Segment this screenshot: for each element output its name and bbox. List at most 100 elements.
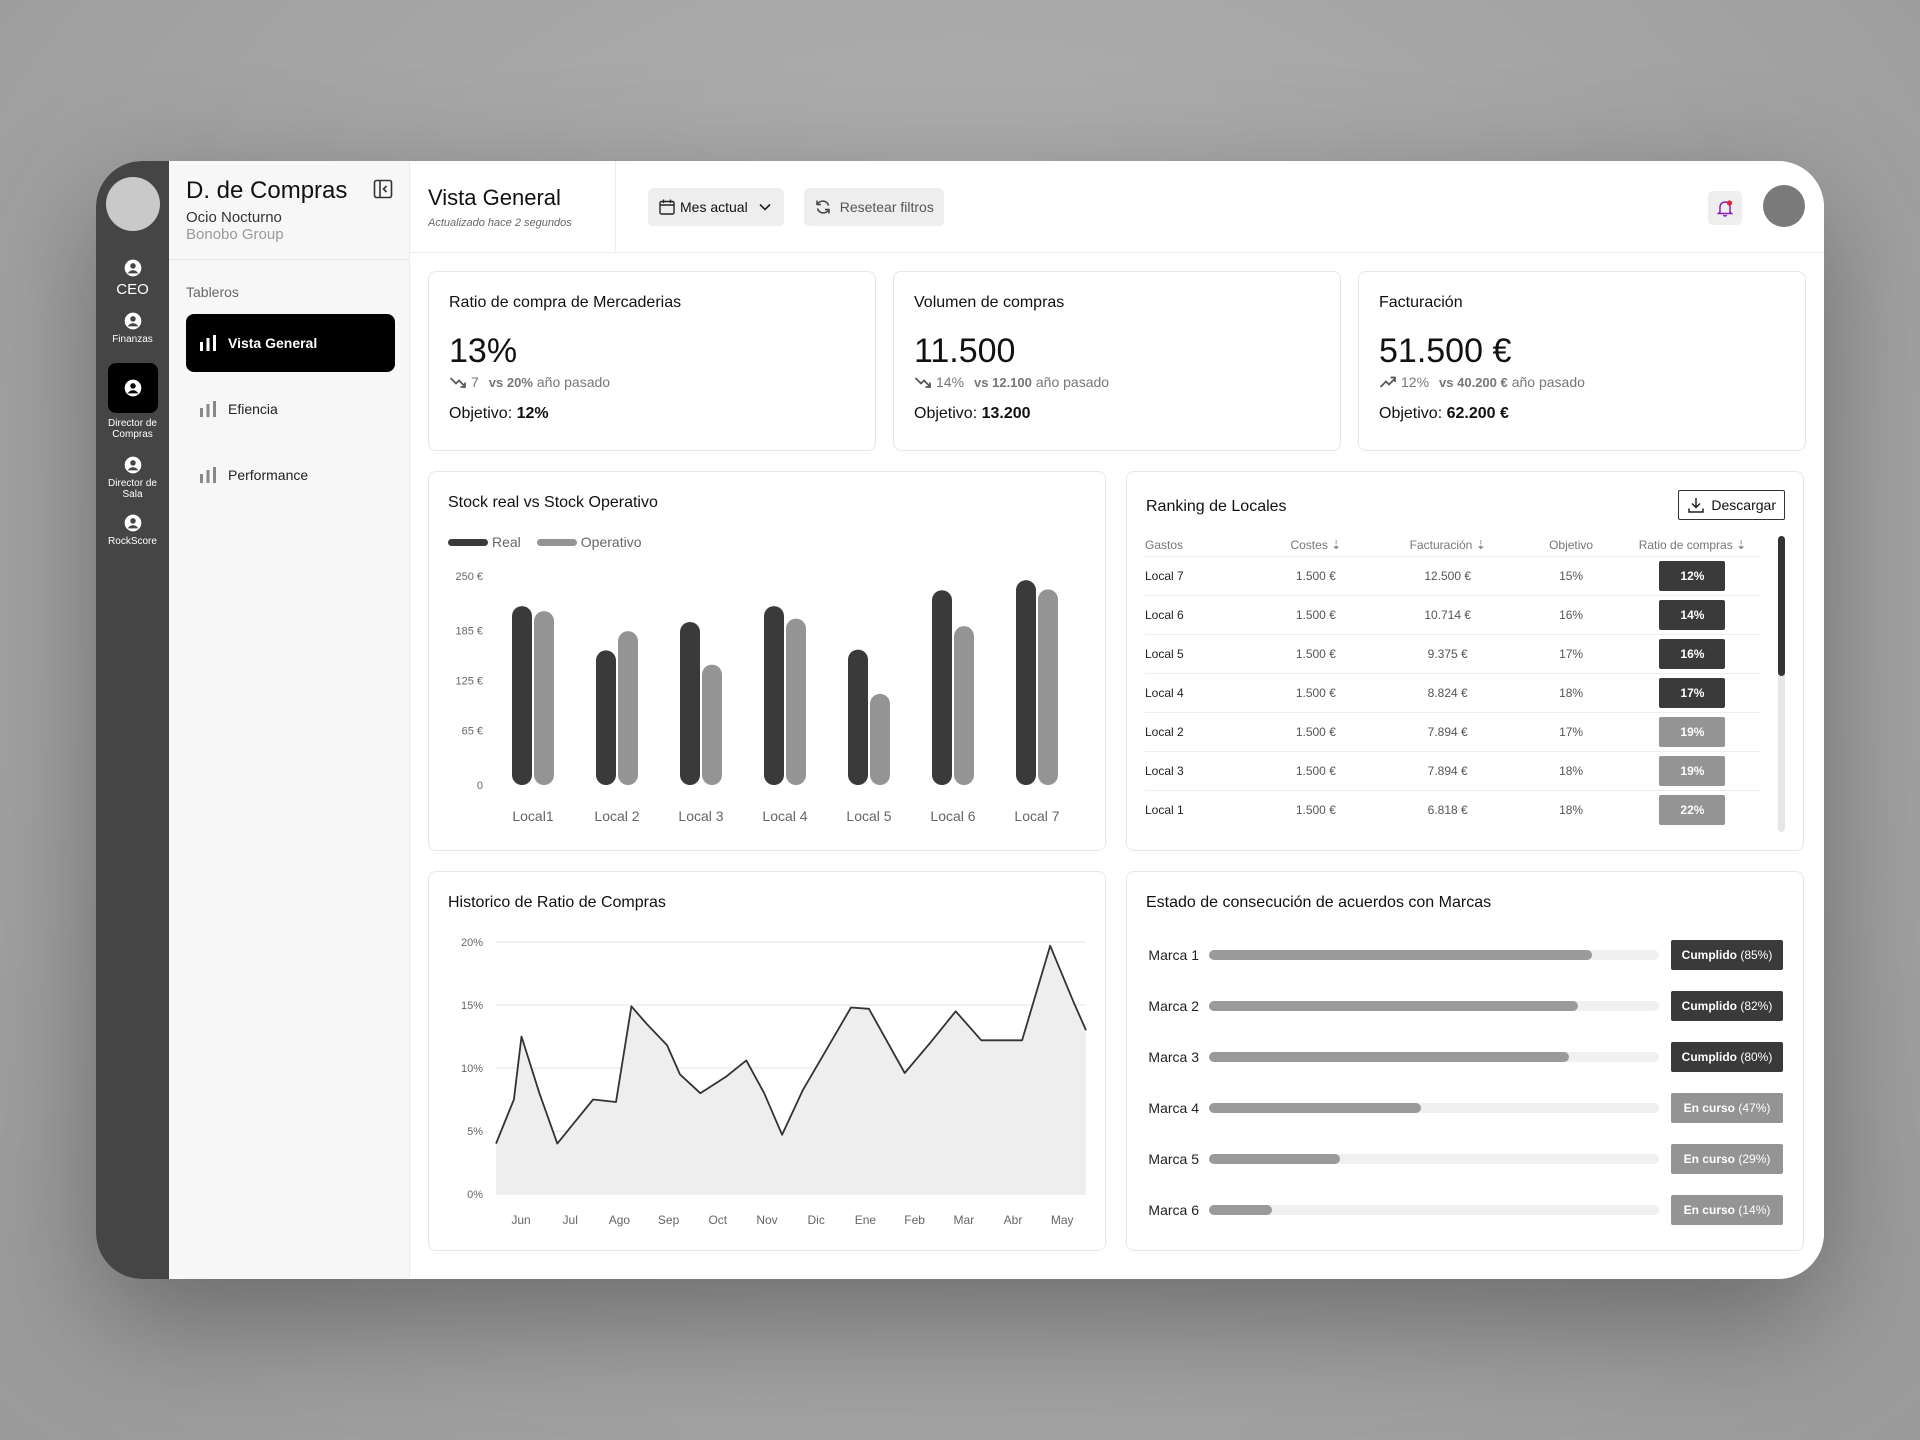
sidebar-item-efiencia[interactable]: Efiencia [186, 380, 395, 438]
user-avatar[interactable] [1763, 185, 1805, 227]
download-icon [1688, 498, 1705, 513]
table-row[interactable]: Local 6 1.500 €10.714 €16% 14% [1145, 594, 1761, 634]
rail-item-director-compras[interactable]: Director de Compras [96, 363, 169, 440]
x-tick-label: Dic [808, 1213, 825, 1227]
brand-status-badge: En curso (14%) [1671, 1195, 1783, 1225]
brand-status: Cumplido [1681, 1050, 1737, 1064]
bar-real[interactable] [680, 621, 700, 785]
bar-operativo[interactable] [702, 664, 722, 785]
role-rail: CEO Finanzas Director de Compras Directo… [96, 161, 169, 1279]
user-circle-icon [122, 454, 144, 476]
kpi-change: 14% [936, 374, 965, 390]
brand-progress-track [1209, 1001, 1659, 1011]
cell-ratio: 19% [1623, 750, 1761, 790]
bar-operativo[interactable] [618, 631, 638, 785]
brand-row: Marca 6 En curso (14%) [1147, 1195, 1783, 1225]
table-row[interactable]: Local 7 1.500 €12.500 €15% 12% [1145, 555, 1761, 595]
table-row[interactable]: Local 4 1.500 €8.824 €18% 17% [1145, 672, 1761, 712]
cell-facturacion: 10.714 € [1377, 594, 1519, 634]
rail-item-ceo[interactable]: CEO [96, 257, 169, 298]
period-select[interactable]: Mes actual [648, 187, 784, 226]
bar-operativo[interactable] [870, 693, 890, 785]
collapse-sidebar-icon[interactable] [373, 179, 393, 199]
brand-status: Cumplido [1681, 948, 1737, 962]
cell-facturacion: 7.894 € [1377, 750, 1519, 790]
sidebar-item-vista-general[interactable]: Vista General [186, 314, 395, 372]
kpi-objective: Objetivo: 13.200 [914, 405, 1320, 423]
x-tick-label: Local 6 [930, 808, 975, 824]
cell-facturacion: 7.894 € [1377, 711, 1519, 751]
x-tick-label: Jul [563, 1213, 578, 1227]
bar-real[interactable] [932, 590, 952, 785]
bar-chart-icon [200, 335, 216, 351]
company-avatar[interactable] [105, 177, 160, 231]
cell-objetivo: 18% [1518, 789, 1624, 829]
y-tick-label: 5% [467, 1126, 483, 1138]
sidebar-item-performance[interactable]: Performance [186, 446, 395, 504]
rail-item-rockscore[interactable]: RockScore [96, 512, 169, 547]
cell-costes: 1.500 € [1254, 672, 1378, 712]
table-row[interactable]: Local 3 1.500 €7.894 €18% 19% [1145, 750, 1761, 790]
brand-progress-track [1209, 1052, 1659, 1062]
sidebar-item-label: Efiencia [228, 401, 278, 417]
brand-row: Marca 3 Cumplido (80%) [1147, 1042, 1783, 1072]
rail-item-finanzas[interactable]: Finanzas [96, 310, 169, 345]
column-header-costes[interactable]: Costes ⇣ [1255, 534, 1377, 556]
sort-icon[interactable]: ⇣ [1331, 537, 1342, 552]
ranking-scrollbar[interactable] [1778, 536, 1785, 832]
x-tick-label: Jun [511, 1213, 530, 1227]
brand-name: Marca 5 [1148, 1151, 1199, 1167]
bar-operativo[interactable] [954, 626, 974, 785]
kpi-objective: Objetivo: 62.200 € [1379, 405, 1785, 423]
bar-real[interactable] [596, 650, 616, 785]
cell-ratio: 22% [1623, 789, 1761, 829]
user-circle-icon [122, 512, 144, 534]
table-row[interactable]: Local 1 1.500 €6.818 €18% 22% [1145, 789, 1761, 829]
scrollbar-thumb[interactable] [1778, 536, 1785, 676]
bar-chart-icon [200, 467, 216, 483]
brand-status: En curso [1683, 1101, 1735, 1115]
column-header-ratio[interactable]: Ratio de compras ⇣ [1624, 534, 1761, 556]
rail-item-director-sala[interactable]: Director de Sala [96, 454, 169, 500]
kpi-change: 7 [471, 374, 479, 390]
brand-progress-track [1209, 1103, 1659, 1113]
reset-filters-button[interactable]: Resetear filtros [803, 187, 944, 226]
page-title: Vista General [428, 184, 561, 210]
cell-local: Local 6 [1145, 594, 1255, 634]
x-tick-label: Abr [1004, 1213, 1023, 1227]
brand-progress-track [1209, 1154, 1659, 1164]
notifications-button[interactable] [1708, 191, 1742, 225]
brand-percent: (85%) [1740, 948, 1773, 962]
cell-ratio: 14% [1623, 594, 1761, 634]
last-updated: Actualizado hace 2 segundos [428, 216, 572, 229]
sort-icon[interactable]: ⇣ [1475, 537, 1486, 552]
column-header-gastos[interactable]: Gastos [1145, 534, 1255, 556]
kpi-card-facturacion: Facturación 51.500 € 12% vs 40.200 € año… [1358, 271, 1806, 451]
bar-real[interactable] [848, 649, 868, 785]
column-header-facturacion[interactable]: Facturación ⇣ [1377, 534, 1518, 556]
table-row[interactable]: Local 5 1.500 €9.375 €17% 16% [1145, 633, 1761, 673]
stock-chart-legend: Real Operativo [448, 534, 642, 550]
bar-real[interactable] [764, 606, 784, 785]
y-tick-label: 20% [461, 937, 483, 949]
cell-costes: 1.500 € [1254, 750, 1378, 790]
cell-objetivo: 17% [1518, 711, 1624, 751]
bar-operativo[interactable] [786, 618, 806, 785]
bar-operativo[interactable] [1038, 589, 1058, 785]
column-header-objetivo[interactable]: Objetivo [1518, 534, 1623, 556]
kpi-name: Ratio de compra de Mercaderias [449, 294, 682, 311]
ratio-badge: 16% [1659, 638, 1726, 669]
bar-chart-icon [200, 401, 216, 417]
sort-icon[interactable]: ⇣ [1736, 537, 1747, 552]
ranking-table: Gastos Costes ⇣ Facturación ⇣ Objetivo R… [1145, 534, 1761, 829]
cell-costes: 1.500 € [1254, 711, 1378, 751]
table-row[interactable]: Local 2 1.500 €7.894 €17% 19% [1145, 711, 1761, 751]
cell-ratio: 12% [1623, 555, 1761, 595]
x-tick-label: Local 5 [846, 808, 891, 824]
download-button[interactable]: Descargar [1678, 490, 1785, 520]
bar-real[interactable] [512, 606, 532, 785]
bar-real[interactable] [1016, 580, 1036, 785]
app-window: CEO Finanzas Director de Compras Directo… [96, 161, 1824, 1279]
kpi-vs-value: vs 12.100 [974, 374, 1032, 390]
bar-operativo[interactable] [534, 611, 554, 785]
